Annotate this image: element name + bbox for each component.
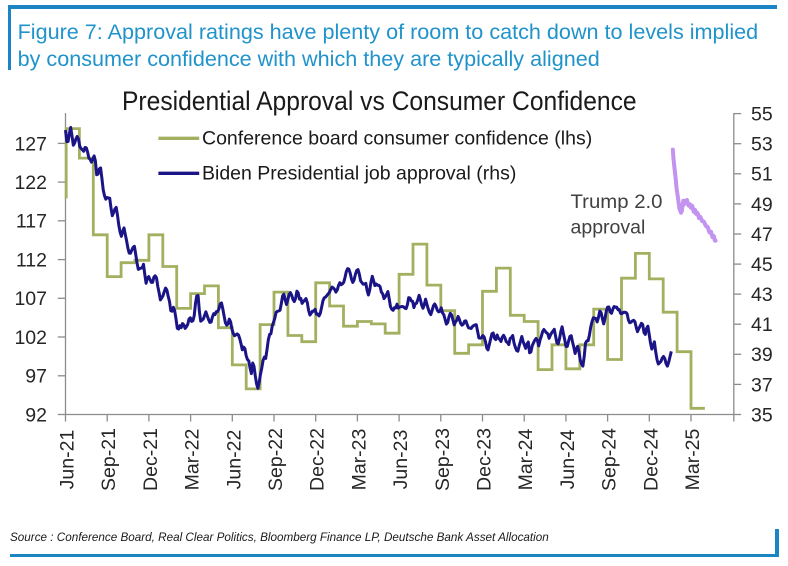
svg-text:Sep-21: Sep-21 xyxy=(98,428,120,491)
svg-text:Jun-22: Jun-22 xyxy=(223,430,245,490)
svg-text:122: 122 xyxy=(14,172,47,194)
svg-text:45: 45 xyxy=(751,254,773,276)
svg-text:39: 39 xyxy=(751,344,773,366)
svg-text:107: 107 xyxy=(14,288,47,310)
svg-text:47: 47 xyxy=(751,224,773,246)
svg-text:Biden Presidential job approva: Biden Presidential job approval (rhs) xyxy=(202,163,516,185)
svg-text:112: 112 xyxy=(16,250,47,272)
svg-text:41: 41 xyxy=(751,314,773,336)
svg-text:53: 53 xyxy=(751,134,773,156)
svg-text:Dec-24: Dec-24 xyxy=(640,428,662,491)
svg-text:Jun-24: Jun-24 xyxy=(557,430,579,490)
svg-text:approval: approval xyxy=(571,217,646,239)
svg-text:Presidential Approval vs Consu: Presidential Approval vs Consumer Confid… xyxy=(122,87,637,116)
svg-text:49: 49 xyxy=(751,194,773,216)
svg-text:97: 97 xyxy=(25,366,47,388)
svg-text:Mar-23: Mar-23 xyxy=(348,429,370,491)
svg-text:Mar-22: Mar-22 xyxy=(182,429,204,491)
svg-text:127: 127 xyxy=(14,133,47,155)
svg-text:Dec-23: Dec-23 xyxy=(474,428,496,491)
svg-text:Jun-23: Jun-23 xyxy=(390,430,412,490)
svg-text:102: 102 xyxy=(14,327,47,349)
svg-text:Dec-21: Dec-21 xyxy=(140,428,162,491)
svg-text:37: 37 xyxy=(751,374,773,396)
svg-text:Sep-22: Sep-22 xyxy=(265,428,287,491)
svg-text:51: 51 xyxy=(751,164,773,186)
svg-text:Conference board consumer conf: Conference board consumer confidence (lh… xyxy=(202,128,592,150)
svg-text:Mar-24: Mar-24 xyxy=(515,428,537,490)
svg-text:43: 43 xyxy=(751,284,773,306)
svg-text:Trump 2.0: Trump 2.0 xyxy=(571,191,663,213)
svg-text:35: 35 xyxy=(751,404,773,426)
svg-text:Sep-24: Sep-24 xyxy=(599,428,621,491)
svg-text:Mar-25: Mar-25 xyxy=(682,428,704,490)
svg-text:117: 117 xyxy=(16,211,47,233)
svg-text:Dec-22: Dec-22 xyxy=(307,428,329,491)
svg-text:Sep-23: Sep-23 xyxy=(432,428,454,491)
svg-text:55: 55 xyxy=(751,104,773,126)
svg-text:92: 92 xyxy=(25,404,47,426)
svg-text:Jun-21: Jun-21 xyxy=(57,430,79,490)
